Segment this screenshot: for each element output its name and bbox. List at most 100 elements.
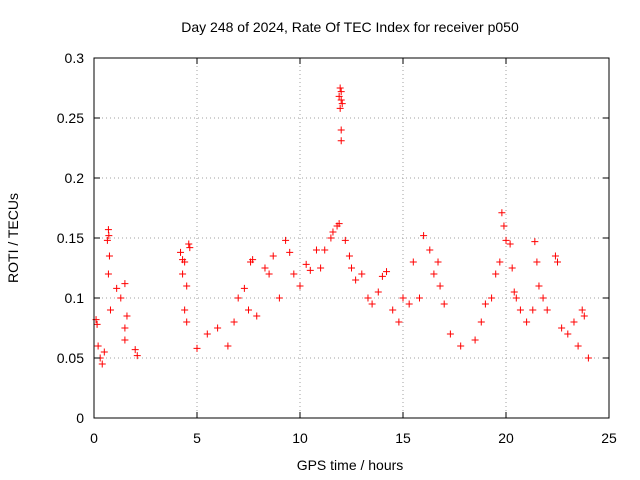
data-point — [516, 306, 524, 314]
data-point — [352, 276, 360, 284]
data-point — [436, 282, 444, 290]
data-point — [335, 92, 343, 100]
data-point — [104, 226, 112, 234]
data-point — [502, 236, 510, 244]
data-point — [539, 294, 547, 302]
data-point — [100, 348, 108, 356]
data-point — [286, 248, 294, 256]
data-point — [558, 324, 566, 332]
data-point — [395, 318, 403, 326]
data-point — [214, 324, 222, 332]
y-tick-label: 0 — [76, 410, 84, 426]
data-point — [580, 312, 588, 320]
data-point — [296, 282, 304, 290]
data-point — [337, 126, 345, 134]
data-point — [409, 258, 417, 266]
data-point — [368, 300, 376, 308]
x-tick-label: 10 — [292, 430, 308, 446]
data-point — [446, 330, 454, 338]
y-axis-title: ROTI / TECUs — [5, 193, 21, 283]
data-point — [181, 258, 189, 266]
data-point — [496, 258, 504, 266]
data-point — [177, 248, 185, 256]
data-point — [94, 342, 102, 350]
data-point — [306, 266, 314, 274]
data-point — [471, 336, 479, 344]
chart-title: Day 248 of 2024, Rate Of TEC Index for r… — [181, 19, 519, 35]
data-point — [113, 284, 121, 292]
data-point — [106, 306, 114, 314]
data-point — [430, 270, 438, 278]
data-point — [275, 294, 283, 302]
y-tick-label: 0.25 — [57, 110, 84, 126]
data-point — [500, 222, 508, 230]
y-tick-label: 0.3 — [65, 50, 85, 66]
data-marks — [92, 84, 592, 368]
data-point — [364, 294, 372, 302]
data-point — [570, 318, 578, 326]
grid — [94, 58, 609, 418]
data-point — [523, 318, 531, 326]
x-tick-label: 15 — [395, 430, 411, 446]
data-point — [399, 294, 407, 302]
data-point — [181, 306, 189, 314]
y-tick-label: 0.05 — [57, 350, 84, 366]
data-point — [337, 137, 345, 145]
data-point — [510, 288, 518, 296]
data-point — [488, 294, 496, 302]
data-point — [105, 232, 113, 240]
data-point — [317, 264, 325, 272]
data-point — [245, 306, 252, 314]
data-point — [234, 294, 242, 302]
data-point — [185, 240, 193, 248]
data-point — [261, 264, 269, 272]
plot-frame — [93, 57, 610, 419]
data-point — [104, 270, 112, 278]
data-point — [374, 288, 382, 296]
x-axis-title: GPS time / hours — [297, 457, 404, 473]
data-point — [179, 270, 187, 278]
data-point — [358, 270, 366, 278]
data-point — [554, 258, 561, 266]
data-point — [420, 232, 428, 240]
data-point — [389, 306, 397, 314]
data-point — [321, 246, 329, 254]
data-point — [121, 280, 129, 288]
data-point — [535, 282, 543, 290]
axis-ticks: 0 5 10 15 20 25 0 0.05 0.1 0.15 0.2 0.25 0.3 — [57, 50, 617, 446]
data-point — [121, 336, 129, 344]
data-point — [105, 252, 113, 260]
x-tick-label: 20 — [498, 430, 514, 446]
data-point — [531, 238, 539, 246]
data-point — [327, 234, 335, 242]
y-tick-label: 0.15 — [57, 230, 84, 246]
data-point — [123, 312, 131, 320]
data-point — [336, 84, 344, 92]
data-point — [131, 346, 139, 354]
data-point — [415, 294, 423, 302]
data-point — [543, 306, 551, 314]
data-point — [481, 300, 489, 308]
data-point — [477, 318, 485, 326]
data-point — [426, 246, 434, 254]
data-point — [584, 354, 592, 362]
data-point — [312, 246, 320, 254]
data-point — [103, 236, 111, 244]
data-point — [335, 220, 343, 228]
data-point — [434, 258, 442, 266]
data-point — [383, 268, 391, 276]
data-point — [492, 270, 500, 278]
data-point — [240, 284, 248, 292]
data-point — [98, 360, 106, 368]
data-point — [249, 256, 257, 264]
x-tick-label: 5 — [193, 430, 201, 446]
data-point — [224, 342, 232, 350]
x-tick-label: 0 — [90, 430, 98, 446]
data-point — [269, 252, 277, 260]
data-point — [302, 260, 310, 268]
data-point — [578, 306, 586, 314]
data-point — [574, 342, 582, 350]
data-point — [121, 324, 129, 332]
data-point — [338, 100, 346, 108]
